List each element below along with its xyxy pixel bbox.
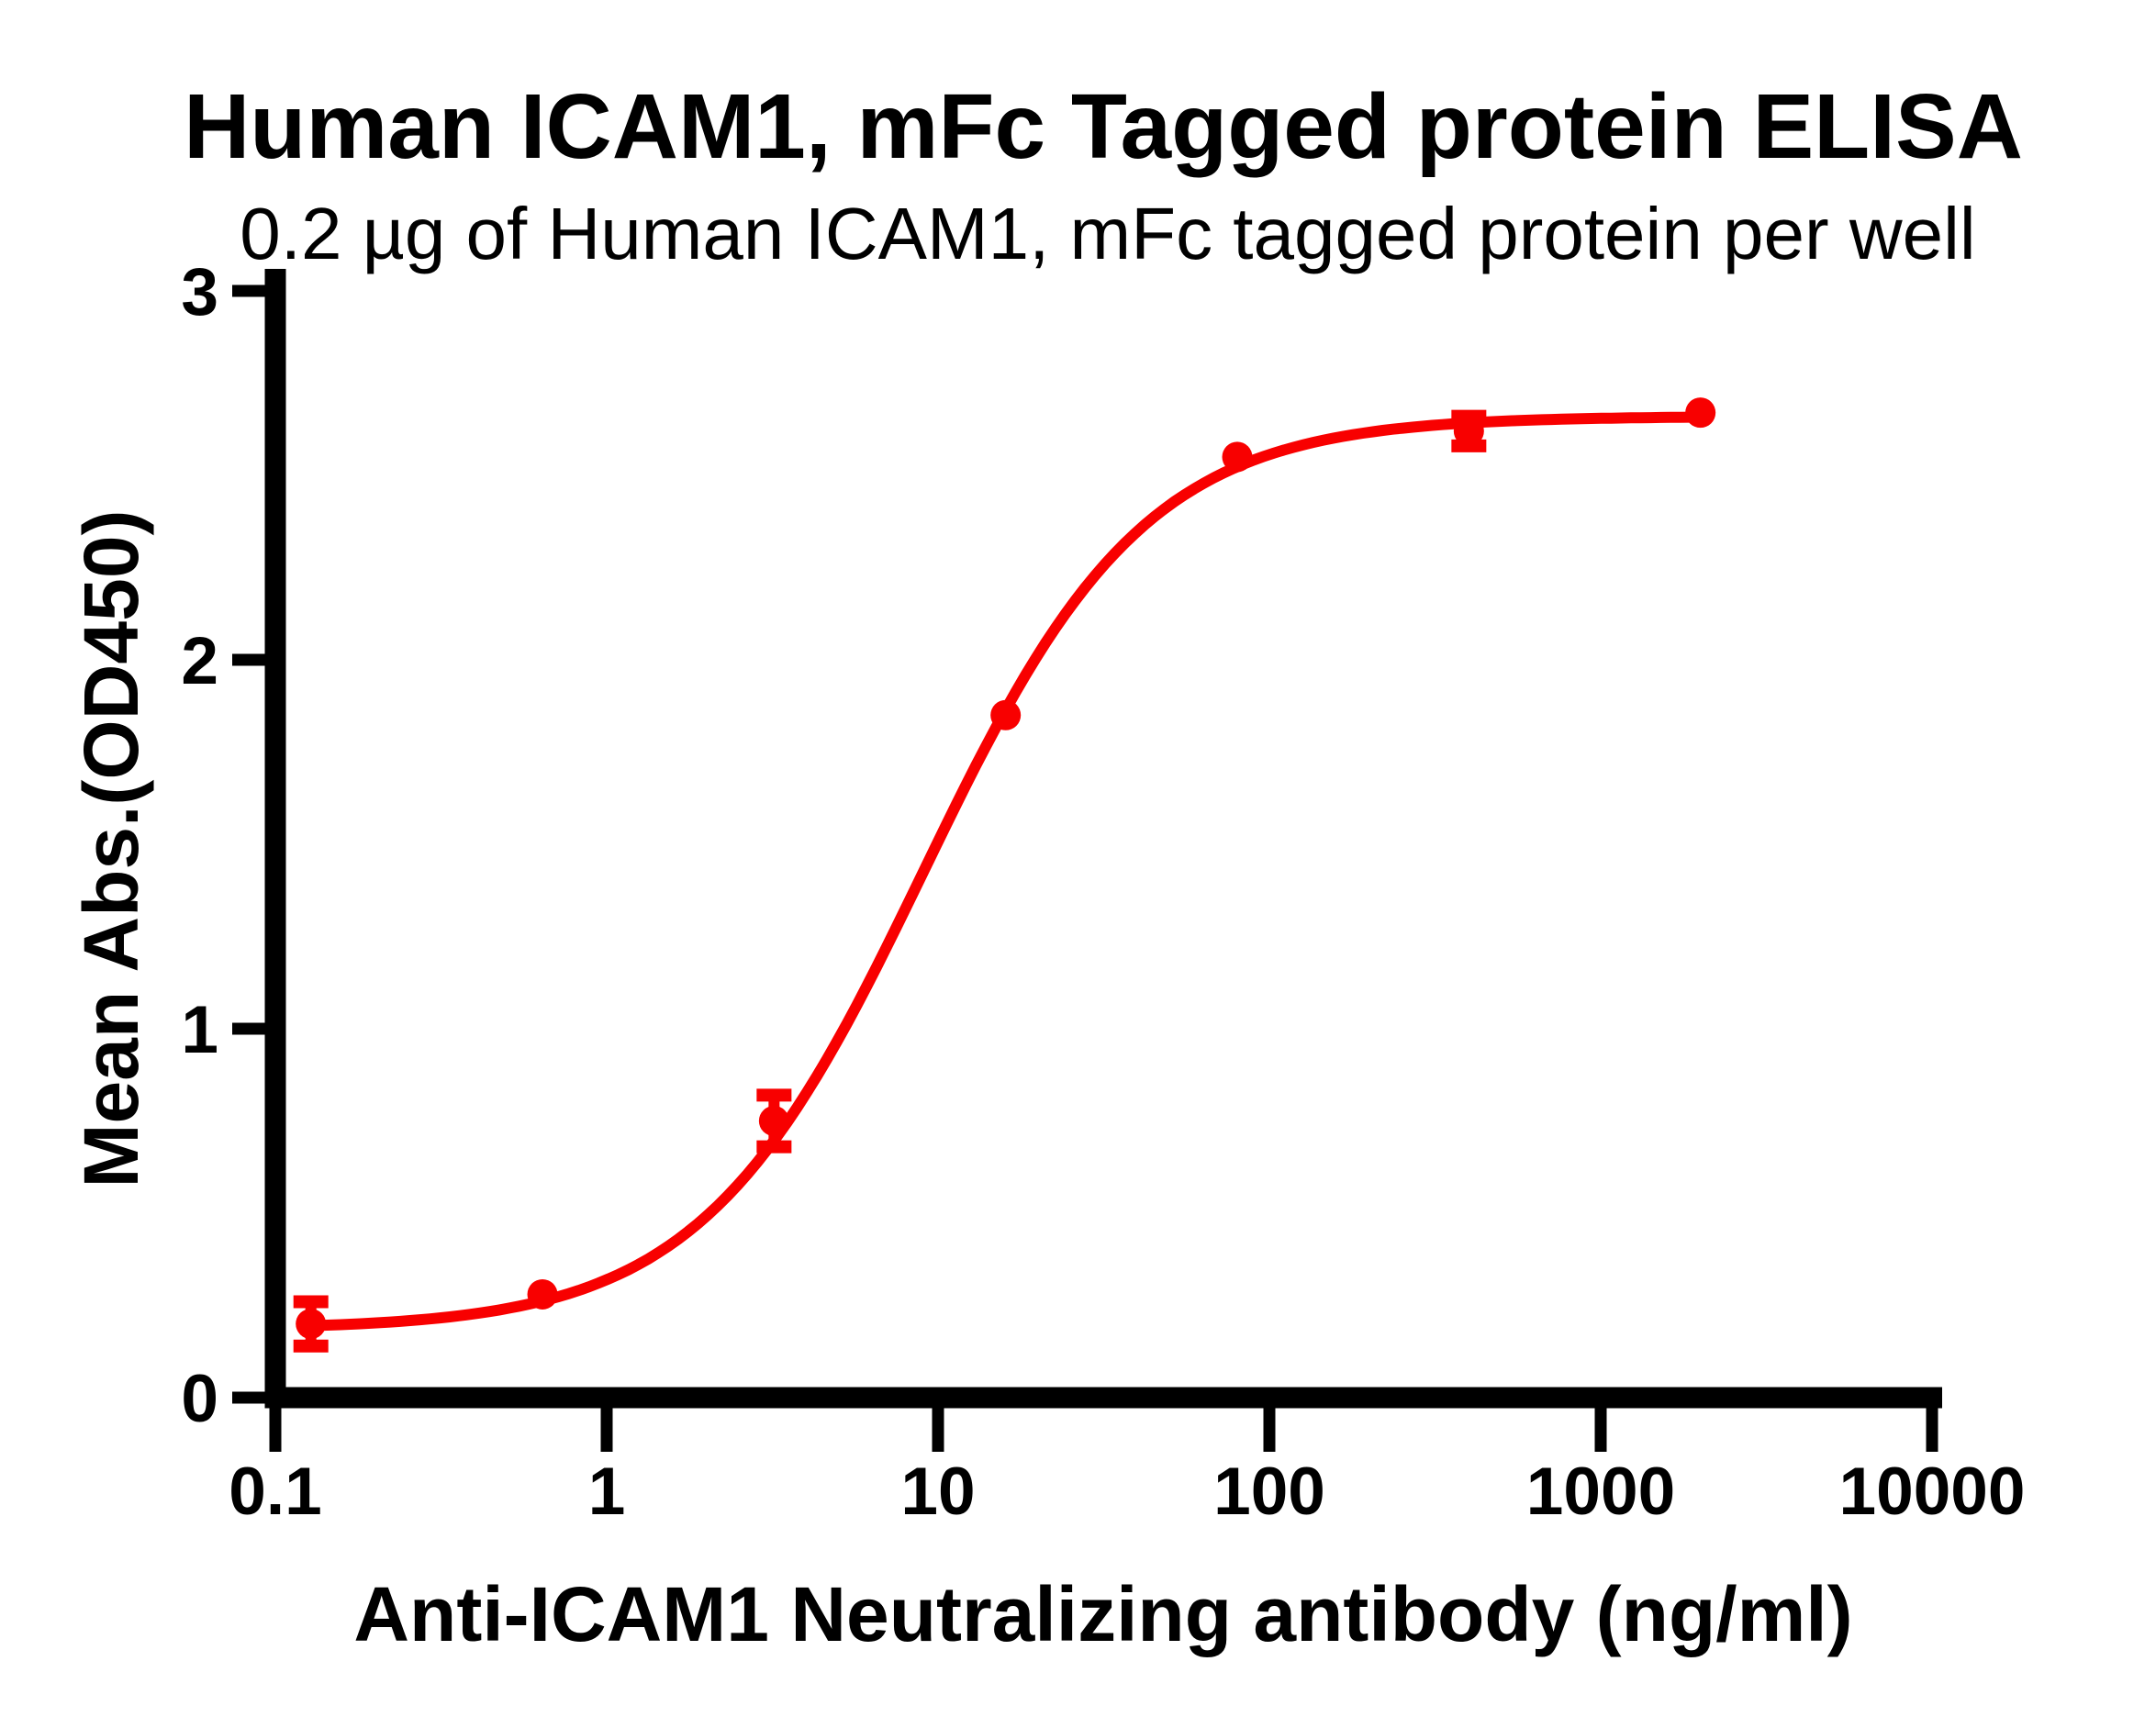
axes: [264, 269, 1942, 1409]
data-series: [293, 397, 1716, 1353]
chart-subtitle: 0.2 µg of Human ICAM1, mFc tagged protei…: [240, 193, 1975, 274]
x-tick-label: 100: [1213, 1455, 1325, 1529]
chart-title: Human ICAM1, mFc Tagged protein ELISA: [184, 75, 2023, 178]
x-tick-label: 10000: [1839, 1455, 2026, 1529]
x-tick-label: 0.1: [229, 1455, 321, 1529]
data-point-marker: [1453, 416, 1484, 447]
x-tick-label: 10: [900, 1455, 975, 1529]
data-point-marker: [296, 1309, 327, 1340]
data-point-marker: [990, 699, 1022, 730]
data-point-marker: [1685, 397, 1716, 429]
y-tick-label: 1: [181, 993, 218, 1067]
data-point-marker: [527, 1278, 558, 1310]
x-tick-label: 1000: [1526, 1455, 1675, 1529]
y-tick-label: 3: [181, 255, 218, 329]
x-axis-title: Anti-ICAM1 Neutralizing antibody (ng/ml): [353, 1571, 1852, 1657]
y-tick-label: 0: [181, 1362, 218, 1436]
y-tick-label: 2: [181, 624, 218, 698]
x-tick-label: 1: [588, 1455, 626, 1529]
fit-curve: [305, 411, 1706, 1332]
data-point-marker: [1222, 441, 1253, 473]
axis-ticks: 0 1 2 3 0.1 1 10 100 1000 10000: [181, 255, 2025, 1529]
data-point-marker: [758, 1106, 789, 1136]
y-axis-title: Mean Abs.(OD450): [68, 509, 154, 1187]
fit-curve-path: [305, 411, 1706, 1332]
